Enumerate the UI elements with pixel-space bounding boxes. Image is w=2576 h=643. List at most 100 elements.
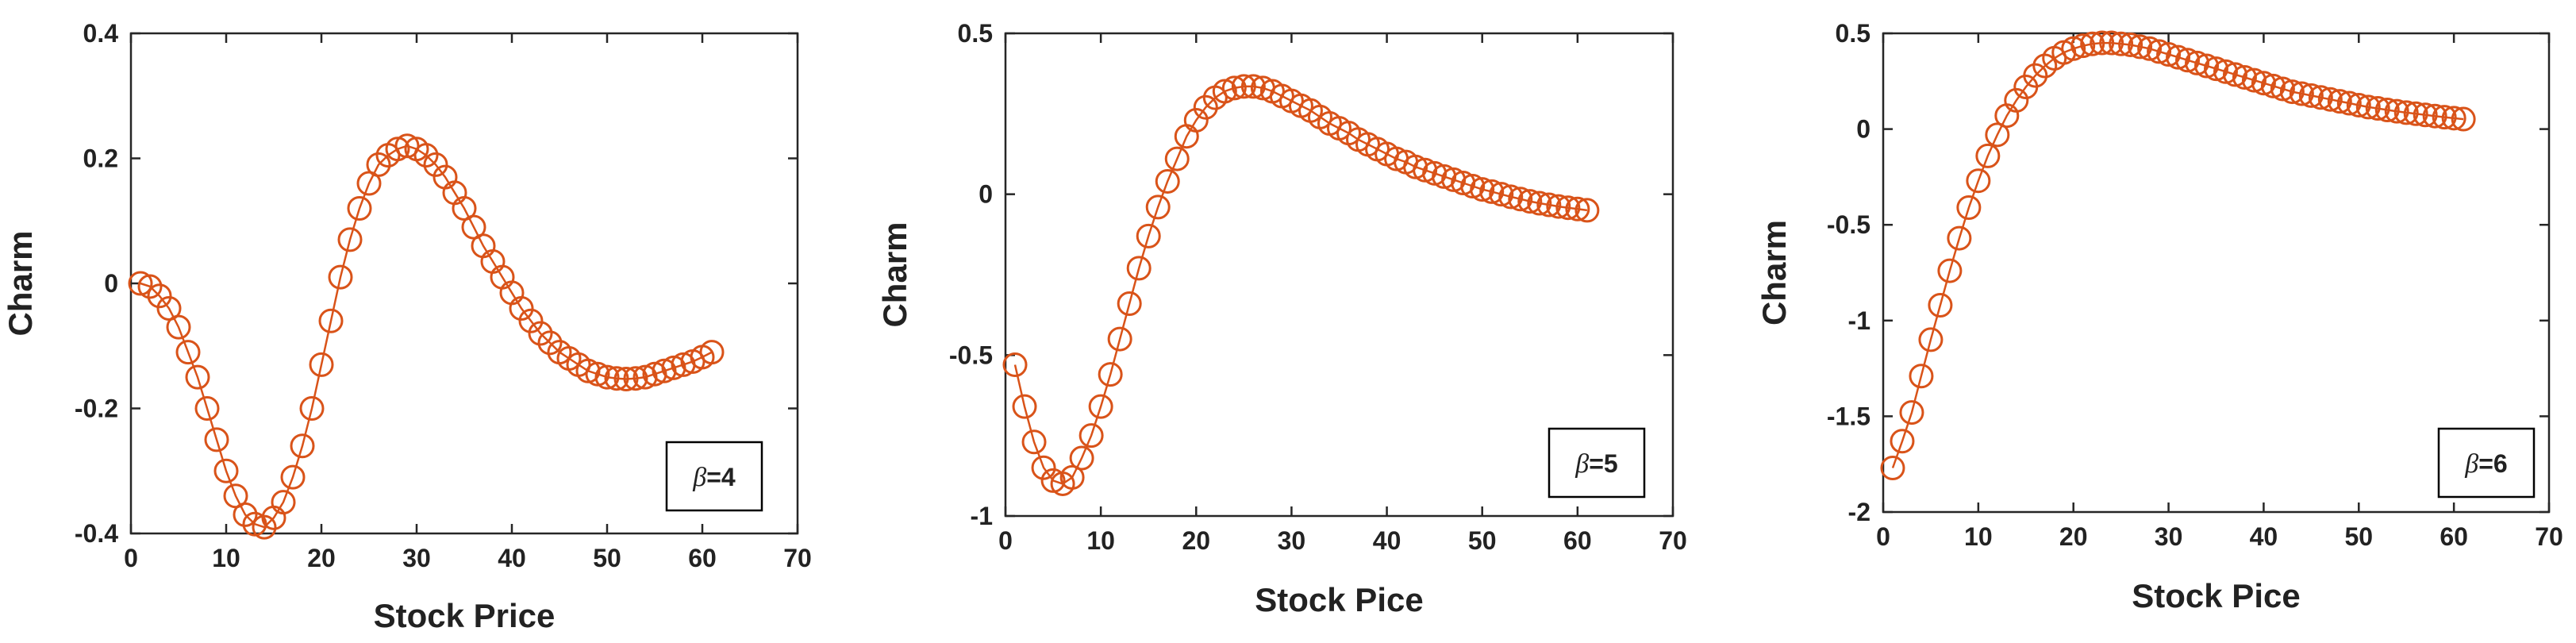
- data-point-marker: [2289, 81, 2314, 106]
- x-tick-label: 50: [593, 544, 621, 572]
- data-point-marker: [2451, 106, 2476, 132]
- data-point-marker: [585, 361, 610, 387]
- legend-value: =6: [2478, 449, 2507, 478]
- data-point-marker: [1117, 291, 1142, 316]
- data-point-marker: [1002, 352, 1028, 377]
- data-point-marker: [280, 464, 306, 490]
- data-point-marker: [309, 352, 334, 377]
- data-point-marker: [1107, 326, 1132, 352]
- data-point-marker: [2137, 36, 2163, 61]
- y-tick-label: 0: [104, 269, 118, 298]
- x-tick-label: 20: [1182, 526, 1210, 555]
- y-tick-label: 0.4: [83, 19, 119, 48]
- data-point-marker: [2185, 50, 2210, 75]
- data-point-marker: [318, 308, 344, 333]
- data-point-marker: [2355, 94, 2381, 120]
- data-point-marker: [1966, 168, 1991, 194]
- data-point-marker: [1517, 189, 1543, 214]
- data-point-marker: [1498, 184, 1524, 210]
- x-tick-label: 70: [2535, 522, 2563, 551]
- x-tick-label: 60: [688, 544, 717, 572]
- x-tick-label: 50: [1468, 526, 1497, 555]
- data-point-marker: [2241, 67, 2266, 93]
- x-axis-label: Stock Pice: [1255, 581, 1423, 618]
- data-point-marker: [1040, 468, 1066, 493]
- data-point-marker: [1240, 74, 1266, 99]
- data-point-marker: [613, 366, 639, 391]
- data-point-marker: [2147, 39, 2172, 64]
- data-point-marker: [1059, 464, 1085, 490]
- data-point-marker: [2422, 103, 2447, 129]
- legend: β=4: [665, 441, 763, 512]
- data-point-marker: [1890, 429, 1915, 454]
- data-point-marker: [1536, 192, 1562, 218]
- legend-label: β=5: [1574, 449, 1617, 479]
- data-point-marker: [1164, 146, 1190, 171]
- data-point-marker: [1031, 455, 1056, 480]
- x-tick-label: 20: [307, 544, 336, 572]
- y-tick-label: 0.2: [83, 144, 118, 173]
- data-point-marker: [2222, 62, 2247, 87]
- data-point-marker: [147, 283, 172, 309]
- data-point-marker: [1069, 445, 1094, 471]
- data-point-marker: [1928, 293, 1953, 318]
- data-point-marker: [1918, 327, 1944, 352]
- data-point-marker: [204, 427, 229, 452]
- y-axis-label: Charm: [1755, 220, 1793, 325]
- data-point-marker: [1193, 94, 1218, 120]
- data-point-marker: [2156, 42, 2182, 67]
- y-tick-label: -0.2: [75, 395, 118, 423]
- x-tick-label: 10: [212, 544, 240, 572]
- data-point-marker: [2251, 71, 2276, 96]
- data-point-marker: [2393, 100, 2419, 125]
- data-point-marker: [2279, 79, 2305, 105]
- data-point-marker: [1021, 429, 1047, 455]
- x-tick-label: 30: [402, 544, 431, 572]
- data-point-marker: [2128, 34, 2153, 60]
- data-point-marker: [2109, 31, 2134, 56]
- data-point-marker: [2099, 30, 2124, 56]
- legend-label: β=6: [2464, 449, 2507, 479]
- x-tick-label: 60: [1563, 526, 1592, 555]
- y-tick-label: 0.5: [958, 19, 993, 48]
- y-tick-label: -1: [971, 502, 993, 530]
- data-point-marker: [1555, 195, 1581, 221]
- chart-panel-1: 0 10 20 30 40 50 60 70 -0.4 -0.2 0 0.2 0.4 Stock Pric…: [2, 19, 812, 634]
- legend-box: [665, 441, 763, 512]
- y-tick-label: -0.5: [949, 341, 993, 369]
- y-axis-label: Charm: [876, 221, 913, 327]
- x-tick-label: 0: [1876, 522, 1890, 551]
- data-point-marker: [337, 227, 363, 252]
- x-axis-label: Stock Price: [374, 597, 556, 634]
- data-point-marker: [1489, 182, 1514, 207]
- data-point-marker: [2441, 106, 2466, 131]
- legend-beta-symbol: β: [1574, 449, 1589, 479]
- x-tick-label: 30: [1278, 526, 1306, 555]
- y-tick-label: -0.4: [75, 519, 118, 548]
- x-tick-label: 0: [124, 544, 138, 572]
- data-point-marker: [528, 321, 553, 346]
- data-point-marker: [1221, 75, 1247, 101]
- data-point-marker: [2260, 73, 2286, 98]
- data-point-marker: [1527, 191, 1552, 216]
- legend-label: β=4: [692, 463, 736, 492]
- data-point-marker: [413, 143, 439, 168]
- data-point-marker: [2365, 96, 2390, 121]
- data-point-marker: [2374, 97, 2400, 122]
- y-tick-label: -1: [1848, 306, 1870, 335]
- data-point-marker: [2336, 90, 2362, 116]
- data-point-marker: [1574, 198, 1600, 223]
- data-point-marker: [128, 271, 153, 296]
- data-point-marker: [594, 364, 620, 390]
- data-point-marker: [1909, 364, 1934, 389]
- y-tick-label: 0.5: [1836, 19, 1870, 48]
- data-point-marker: [2023, 63, 2048, 88]
- legend-value: =5: [1589, 449, 1617, 478]
- data-point-marker: [2413, 102, 2438, 128]
- data-point-marker: [2317, 87, 2343, 112]
- data-point-marker: [1088, 394, 1113, 419]
- data-point-marker: [1183, 107, 1209, 133]
- y-tick-label: 0: [1856, 115, 1870, 144]
- x-tick-label: 60: [2440, 522, 2468, 551]
